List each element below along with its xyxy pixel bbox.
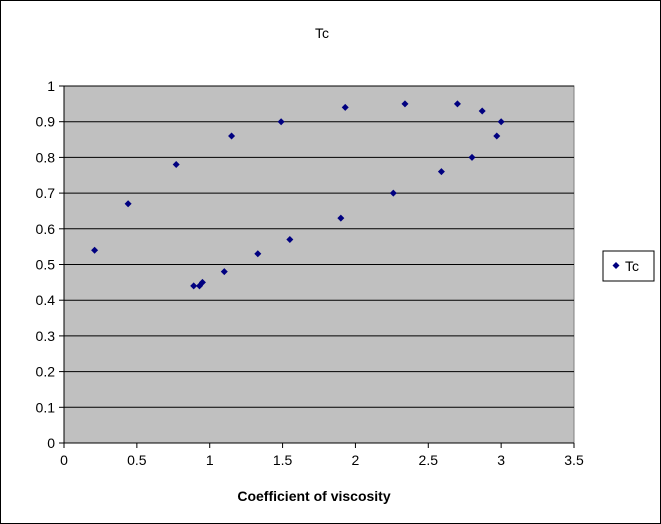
y-tick-label: 0.1: [36, 399, 56, 415]
data-point: [172, 161, 180, 169]
y-tick-label: 0.5: [36, 257, 56, 273]
x-tick-label: 0.5: [127, 452, 147, 468]
data-point: [493, 132, 501, 140]
y-tick-label: 0.7: [36, 185, 56, 201]
chart-title: Tc: [315, 25, 329, 41]
data-point: [401, 100, 409, 108]
legend-label-tc: Tc: [625, 258, 639, 274]
data-point: [437, 168, 445, 176]
data-points: [91, 100, 505, 290]
data-point: [286, 236, 294, 244]
y-tick-label: 0.8: [36, 149, 56, 165]
data-point: [497, 118, 505, 126]
x-tick-label: 3.5: [564, 452, 584, 468]
data-point: [91, 246, 99, 254]
data-point: [277, 118, 285, 126]
legend-box: [602, 250, 655, 282]
y-tick-label: 0.4: [36, 292, 56, 308]
y-tick-labels: 0 0.1 0.2 0.3 0.4 0.5 0.6 0.7 0.8 0.9 1: [36, 78, 56, 451]
data-point: [341, 103, 349, 111]
x-tick-label: 3: [497, 452, 505, 468]
x-axis-label: Coefficient of viscosity: [237, 488, 390, 504]
x-tick-label: 2: [352, 452, 360, 468]
x-tick-labels: 0 0.5 1 1.5 2 2.5 3 3.5: [60, 452, 584, 468]
axes: [59, 85, 575, 448]
x-tick-label: 1.5: [273, 452, 293, 468]
data-point: [468, 153, 476, 161]
data-point: [478, 107, 486, 115]
y-tick-label: 0: [47, 435, 55, 451]
data-point: [228, 132, 236, 140]
y-tick-label: 1: [47, 78, 55, 94]
data-point: [124, 200, 132, 208]
y-tick-label: 0.3: [36, 328, 56, 344]
data-point: [220, 268, 228, 276]
data-point: [453, 100, 461, 108]
x-tick-label: 1: [206, 452, 214, 468]
data-point: [198, 278, 206, 286]
data-point: [389, 189, 397, 197]
x-tick-label: 2.5: [419, 452, 439, 468]
data-point: [190, 282, 198, 290]
data-point: [254, 250, 262, 258]
data-point: [337, 214, 345, 222]
y-tick-label: 0.6: [36, 221, 56, 237]
grid-lines: [64, 85, 574, 408]
legend-marker-tc: [612, 262, 620, 269]
legend: Tc: [602, 250, 655, 282]
y-tick-label: 0.9: [36, 114, 56, 130]
x-tick-label: 0: [60, 452, 68, 468]
y-tick-label: 0.2: [36, 364, 56, 380]
